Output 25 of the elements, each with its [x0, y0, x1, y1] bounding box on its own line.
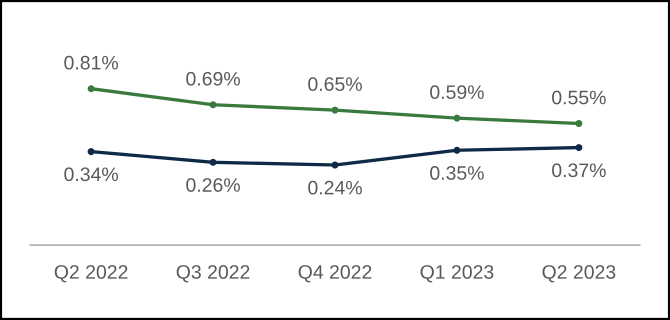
point	[453, 114, 460, 122]
data-label: 0.26%	[186, 178, 240, 192]
data-label: 0.69%	[186, 72, 240, 86]
point	[88, 85, 95, 92]
data-label: 0.35%	[430, 166, 484, 180]
point	[210, 158, 217, 166]
x-tick-label: Q2 2022	[54, 265, 128, 282]
point	[88, 148, 95, 156]
data-label: 0.59%	[430, 85, 484, 100]
point	[453, 146, 460, 154]
data-label: 0.37%	[552, 163, 606, 178]
point	[332, 106, 338, 114]
data-label: 0.34%	[64, 167, 118, 182]
data-label: 0.24%	[308, 180, 362, 195]
x-tick-label: Q2 2023	[542, 265, 616, 282]
point	[575, 144, 582, 152]
point	[332, 162, 338, 168]
data-label: 0.81%	[64, 56, 118, 70]
x-tick-label: Q3 2022	[176, 265, 250, 282]
point	[575, 120, 582, 127]
point	[210, 101, 217, 108]
data-label: 0.55%	[552, 90, 606, 104]
x-tick-label: Q1 2023	[420, 265, 494, 282]
x-tick-label: Q4 2022	[298, 265, 372, 282]
data-label: 0.65%	[308, 77, 362, 91]
